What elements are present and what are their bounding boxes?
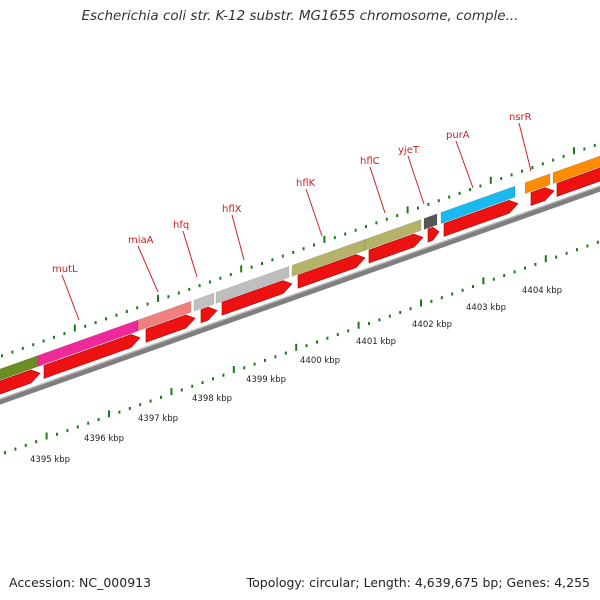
label-leader-line: [61, 274, 80, 321]
gene-label[interactable]: purA: [446, 130, 470, 141]
label-leader-line: [231, 214, 245, 261]
backbone-line: [0, 186, 600, 405]
gene-hflC[interactable]: [364, 219, 422, 251]
gene-purA[interactable]: [440, 185, 516, 224]
cds-arrow[interactable]: [556, 164, 600, 197]
label-leader-line: [407, 155, 425, 205]
label-leader-line: [455, 140, 474, 189]
gene-label[interactable]: hflX: [222, 204, 242, 215]
cds-arrow[interactable]: [443, 199, 519, 237]
label-leader-line: [369, 166, 386, 214]
ruler-label: 4396 kbp: [84, 434, 124, 444]
gene-miaA[interactable]: [137, 300, 192, 332]
label-leader-line: [305, 188, 323, 237]
ruler-label: 4398 kbp: [192, 394, 232, 404]
gene-label[interactable]: hflC: [360, 156, 380, 167]
gene-label[interactable]: miaA: [128, 235, 154, 246]
cds-arrow[interactable]: [530, 187, 555, 206]
gene-labels: mutL miaA hfq hflX hflK hflC yjeT purA nsrR: [52, 112, 532, 321]
ruler-label: 4397 kbp: [138, 414, 178, 424]
cds-arrow[interactable]: [297, 254, 366, 289]
gene-track: [0, 149, 600, 381]
ruler-label: 4403 kbp: [466, 303, 506, 313]
coordinate-ruler: 4395 kbp 4396 kbp 4397 kbp 4398 kbp 4399 kbp…: [1, 143, 599, 465]
gene-hflX[interactable]: [215, 265, 290, 304]
gene-hfq[interactable]: [193, 292, 215, 312]
gene-segment[interactable]: [552, 149, 600, 185]
gene-label[interactable]: mutL: [52, 264, 78, 275]
cds-arrow[interactable]: [368, 233, 424, 264]
gene-label[interactable]: nsrR: [509, 112, 532, 123]
backbone-highlight: [0, 185, 600, 400]
topology-summary: Topology: circular; Length: 4,639,675 bp…: [246, 575, 590, 590]
gene-label[interactable]: hflK: [296, 178, 316, 189]
cds-arrow[interactable]: [221, 280, 293, 316]
chromosome-backbone: [0, 185, 600, 405]
map-title: Escherichia coli str. K-12 substr. MG165…: [81, 8, 519, 24]
ruler-label: 4395 kbp: [30, 455, 70, 465]
cds-arrow-track: [0, 164, 600, 401]
gene-nsrR[interactable]: [524, 173, 551, 195]
label-leader-line: [137, 245, 159, 293]
ruler-label: 4402 kbp: [412, 320, 452, 330]
gene-yjeT[interactable]: [423, 213, 438, 230]
ruler-label: 4400 kbp: [300, 356, 340, 366]
cds-arrow[interactable]: [43, 334, 141, 379]
gene-label[interactable]: hfq: [173, 220, 189, 231]
accession-label: Accession: NC_000913: [9, 575, 152, 590]
label-leader-line: [518, 122, 532, 172]
ruler-label: 4399 kbp: [246, 375, 286, 385]
cds-arrow[interactable]: [427, 226, 440, 243]
ruler-label: 4404 kbp: [522, 286, 562, 296]
ruler-label: 4401 kbp: [356, 337, 396, 347]
cds-arrow[interactable]: [0, 369, 41, 401]
cds-arrow[interactable]: [145, 314, 196, 343]
label-leader-line: [182, 230, 198, 278]
gene-label[interactable]: yjeT: [398, 145, 420, 156]
cds-arrow[interactable]: [200, 306, 218, 324]
